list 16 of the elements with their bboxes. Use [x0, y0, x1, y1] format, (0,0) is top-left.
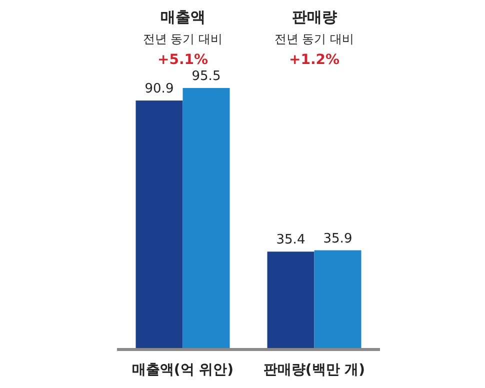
data-label: 95.5: [192, 69, 221, 84]
text: +5.1%: [157, 52, 208, 68]
data-label: 35.4: [276, 232, 306, 248]
bar: [267, 252, 314, 348]
x-tick-label: 매출액(억 위안): [132, 362, 234, 378]
text: 매출액: [160, 8, 206, 26]
text: 전년 동기 대비: [142, 32, 223, 46]
data-label: 90.9: [144, 82, 174, 97]
bar: [314, 250, 362, 348]
text: +1.2%: [288, 52, 340, 68]
text: 판매량: [292, 8, 337, 26]
bar: [136, 100, 183, 348]
x-tick-label: 판매량(백만 개): [263, 362, 366, 378]
data-label: 35.9: [323, 231, 352, 246]
bar: [182, 88, 230, 348]
text: 전년 동기 대비: [274, 32, 354, 46]
